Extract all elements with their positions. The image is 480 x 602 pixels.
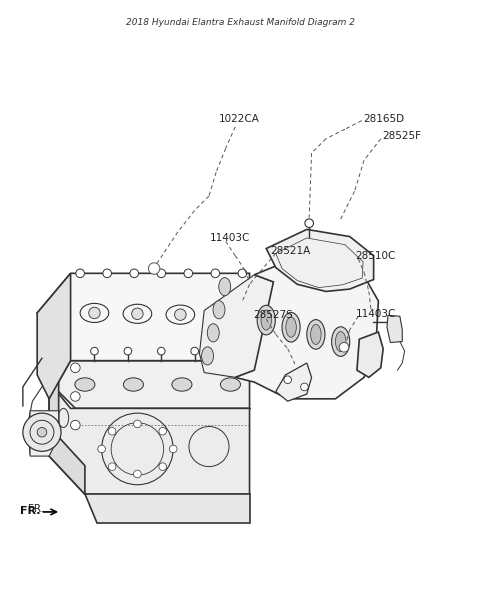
Text: 1022CA: 1022CA bbox=[218, 114, 259, 124]
Circle shape bbox=[284, 376, 291, 383]
Ellipse shape bbox=[219, 278, 231, 296]
Text: 28165D: 28165D bbox=[363, 114, 404, 123]
Ellipse shape bbox=[123, 378, 144, 391]
Circle shape bbox=[184, 269, 192, 278]
Circle shape bbox=[217, 310, 229, 321]
Circle shape bbox=[130, 269, 139, 278]
Circle shape bbox=[132, 308, 143, 320]
Polygon shape bbox=[387, 315, 402, 343]
Circle shape bbox=[133, 470, 141, 478]
Circle shape bbox=[91, 347, 98, 355]
Circle shape bbox=[23, 413, 61, 452]
Circle shape bbox=[133, 420, 141, 427]
Ellipse shape bbox=[207, 324, 219, 342]
Polygon shape bbox=[37, 273, 71, 399]
Circle shape bbox=[76, 269, 84, 278]
Ellipse shape bbox=[307, 320, 325, 349]
Ellipse shape bbox=[75, 378, 95, 391]
Circle shape bbox=[71, 392, 80, 401]
Polygon shape bbox=[85, 494, 250, 523]
Text: 11403C: 11403C bbox=[356, 309, 396, 319]
Ellipse shape bbox=[286, 317, 296, 337]
Polygon shape bbox=[49, 377, 85, 494]
Text: 28510C: 28510C bbox=[356, 251, 396, 261]
Circle shape bbox=[89, 307, 100, 318]
Circle shape bbox=[37, 427, 47, 437]
Circle shape bbox=[339, 343, 349, 352]
Ellipse shape bbox=[261, 310, 272, 330]
Ellipse shape bbox=[213, 300, 225, 319]
Circle shape bbox=[103, 269, 111, 278]
Polygon shape bbox=[199, 275, 274, 377]
Circle shape bbox=[124, 347, 132, 355]
Circle shape bbox=[108, 463, 116, 471]
Circle shape bbox=[71, 363, 80, 373]
Circle shape bbox=[108, 427, 116, 435]
Circle shape bbox=[98, 445, 106, 453]
Ellipse shape bbox=[220, 378, 240, 391]
Text: 28525F: 28525F bbox=[382, 131, 421, 141]
Text: FR.: FR. bbox=[28, 504, 44, 514]
Ellipse shape bbox=[311, 324, 321, 344]
Ellipse shape bbox=[282, 312, 300, 342]
Circle shape bbox=[148, 263, 160, 275]
Ellipse shape bbox=[332, 327, 350, 356]
Circle shape bbox=[211, 269, 220, 278]
Polygon shape bbox=[49, 382, 250, 494]
Text: 11403C: 11403C bbox=[210, 234, 250, 243]
Ellipse shape bbox=[202, 347, 214, 365]
Polygon shape bbox=[30, 411, 59, 456]
Circle shape bbox=[159, 463, 167, 471]
Ellipse shape bbox=[257, 305, 276, 335]
Ellipse shape bbox=[172, 378, 192, 391]
Polygon shape bbox=[37, 273, 250, 361]
Ellipse shape bbox=[336, 332, 346, 352]
Polygon shape bbox=[49, 361, 250, 408]
Text: 2018 Hyundai Elantra Exhaust Manifold Diagram 2: 2018 Hyundai Elantra Exhaust Manifold Di… bbox=[125, 18, 355, 27]
Circle shape bbox=[157, 347, 165, 355]
Circle shape bbox=[238, 269, 247, 278]
Circle shape bbox=[159, 427, 167, 435]
Circle shape bbox=[305, 219, 313, 228]
Circle shape bbox=[191, 347, 199, 355]
Circle shape bbox=[175, 309, 186, 320]
Polygon shape bbox=[357, 332, 383, 377]
Text: 28527S: 28527S bbox=[253, 310, 293, 320]
Circle shape bbox=[300, 383, 308, 391]
Polygon shape bbox=[235, 253, 378, 399]
Text: FR.: FR. bbox=[21, 506, 41, 517]
Polygon shape bbox=[276, 363, 312, 401]
Circle shape bbox=[71, 420, 80, 430]
Polygon shape bbox=[266, 229, 373, 291]
Text: 28521A: 28521A bbox=[270, 246, 310, 256]
Circle shape bbox=[169, 445, 177, 453]
Circle shape bbox=[157, 269, 166, 278]
